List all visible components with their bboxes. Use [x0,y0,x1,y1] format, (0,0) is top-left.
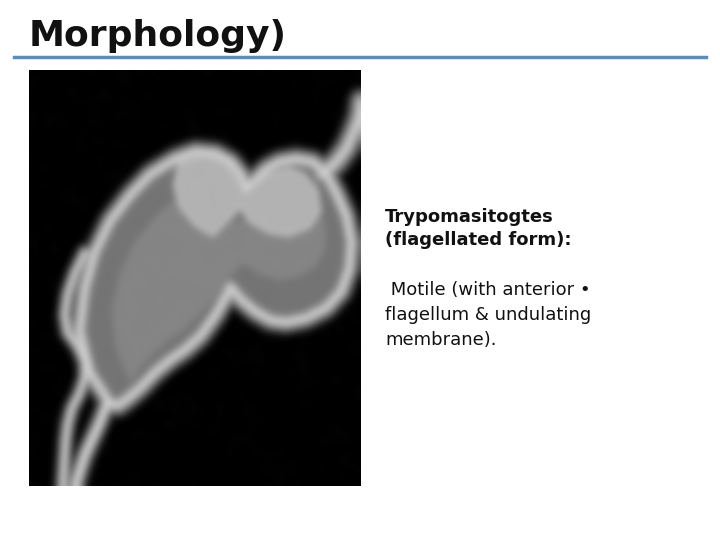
Text: Trypomasitogtes
(flagellated form):: Trypomasitogtes (flagellated form): [385,208,572,249]
Text: Morphology): Morphology) [29,19,287,53]
Text: Motile (with anterior •
flagellum & undulating
membrane).: Motile (with anterior • flagellum & undu… [385,281,591,349]
